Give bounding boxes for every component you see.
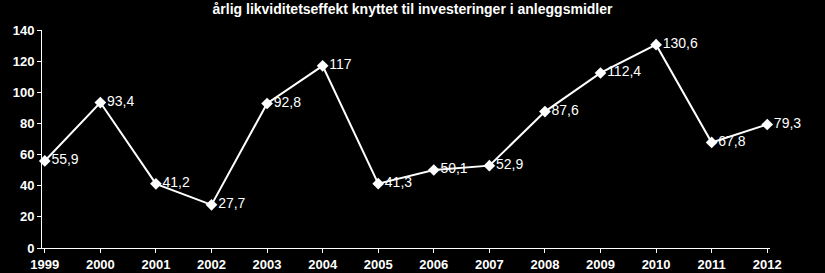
- svg-text:0: 0: [27, 241, 34, 256]
- svg-text:40: 40: [20, 178, 34, 193]
- svg-text:2003: 2003: [253, 257, 282, 272]
- svg-text:2006: 2006: [419, 257, 448, 272]
- svg-text:2012: 2012: [753, 257, 782, 272]
- svg-text:67,8: 67,8: [718, 133, 745, 149]
- svg-text:130,6: 130,6: [663, 35, 698, 51]
- svg-text:117: 117: [329, 56, 352, 72]
- svg-text:80: 80: [20, 116, 34, 131]
- svg-text:41,3: 41,3: [385, 174, 412, 190]
- svg-text:2010: 2010: [642, 257, 671, 272]
- svg-text:2008: 2008: [530, 257, 559, 272]
- svg-text:2007: 2007: [475, 257, 504, 272]
- svg-text:120: 120: [13, 54, 35, 69]
- svg-text:2000: 2000: [86, 257, 115, 272]
- svg-text:2005: 2005: [364, 257, 393, 272]
- svg-text:2001: 2001: [141, 257, 170, 272]
- svg-text:2011: 2011: [698, 257, 726, 272]
- svg-text:1999: 1999: [30, 257, 59, 272]
- svg-text:140: 140: [13, 23, 35, 38]
- svg-text:20: 20: [20, 209, 34, 224]
- svg-text:2002: 2002: [197, 257, 226, 272]
- svg-text:112,4: 112,4: [607, 63, 641, 79]
- svg-text:92,8: 92,8: [274, 94, 301, 110]
- svg-text:79,3: 79,3: [774, 115, 801, 131]
- svg-text:60: 60: [20, 147, 34, 162]
- svg-text:2004: 2004: [308, 257, 338, 272]
- svg-text:55,9: 55,9: [51, 151, 78, 167]
- svg-text:93,4: 93,4: [107, 93, 134, 109]
- svg-text:årlig likviditetseffekt knytte: årlig likviditetseffekt knyttet til inve…: [213, 1, 613, 17]
- svg-text:27,7: 27,7: [218, 195, 245, 211]
- svg-text:87,6: 87,6: [552, 102, 579, 118]
- svg-text:41,2: 41,2: [163, 174, 190, 190]
- svg-text:100: 100: [13, 85, 35, 100]
- svg-text:2009: 2009: [586, 257, 615, 272]
- svg-text:50,1: 50,1: [440, 160, 467, 176]
- svg-text:52,9: 52,9: [496, 156, 523, 172]
